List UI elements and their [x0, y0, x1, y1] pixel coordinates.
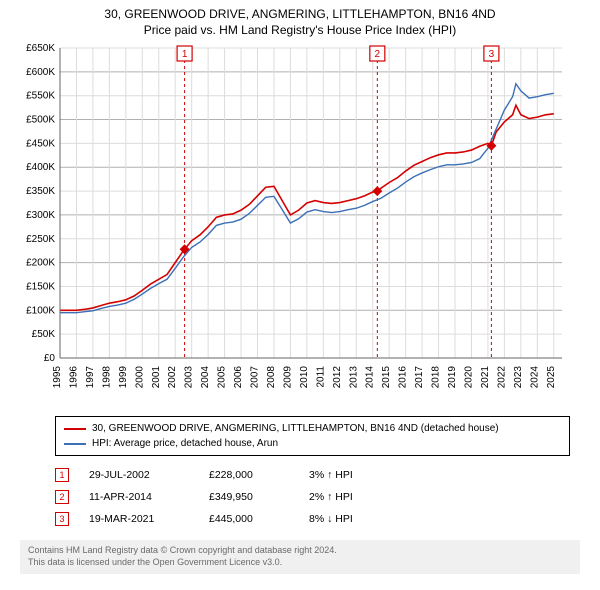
svg-text:2024: 2024	[529, 366, 540, 389]
event-callout-icon: 3	[55, 512, 69, 526]
svg-text:2008: 2008	[266, 366, 277, 389]
event-callout-icon: 2	[55, 490, 69, 504]
svg-text:2020: 2020	[463, 366, 474, 389]
svg-text:1998: 1998	[101, 366, 112, 389]
event-date: 11-APR-2014	[89, 491, 189, 503]
svg-text:2007: 2007	[250, 366, 261, 389]
svg-text:2023: 2023	[513, 366, 524, 389]
svg-text:2017: 2017	[414, 366, 425, 389]
svg-text:£300K: £300K	[26, 210, 55, 221]
svg-text:2000: 2000	[134, 366, 145, 389]
svg-text:2005: 2005	[217, 366, 228, 389]
title-line1: 30, GREENWOOD DRIVE, ANGMERING, LITTLEHA…	[0, 6, 600, 22]
svg-text:2015: 2015	[381, 366, 392, 389]
svg-text:£150K: £150K	[26, 282, 55, 293]
svg-text:£450K: £450K	[26, 139, 55, 150]
svg-text:£250K: £250K	[26, 234, 55, 245]
svg-text:2006: 2006	[233, 366, 244, 389]
svg-text:1: 1	[182, 49, 188, 60]
svg-text:£500K: £500K	[26, 115, 55, 126]
svg-text:2009: 2009	[282, 366, 293, 389]
svg-text:1996: 1996	[68, 366, 79, 389]
event-price: £445,000	[209, 513, 289, 525]
svg-text:£200K: £200K	[26, 258, 55, 269]
footer-line2: This data is licensed under the Open Gov…	[28, 557, 572, 569]
title-line2: Price paid vs. HM Land Registry's House …	[0, 22, 600, 38]
svg-text:2001: 2001	[151, 366, 162, 389]
legend-item: HPI: Average price, detached house, Arun	[64, 436, 561, 451]
svg-text:£600K: £600K	[26, 67, 55, 78]
svg-text:2021: 2021	[480, 366, 491, 389]
svg-text:2011: 2011	[315, 366, 326, 388]
svg-text:£50K: £50K	[32, 330, 56, 341]
svg-text:2022: 2022	[496, 366, 507, 389]
svg-text:1995: 1995	[52, 366, 63, 389]
svg-text:2012: 2012	[332, 366, 343, 389]
svg-text:£650K: £650K	[26, 43, 55, 54]
svg-text:2013: 2013	[348, 366, 359, 389]
svg-text:£550K: £550K	[26, 91, 55, 102]
svg-text:2018: 2018	[431, 366, 442, 389]
event-date: 29-JUL-2002	[89, 469, 189, 481]
title-block: 30, GREENWOOD DRIVE, ANGMERING, LITTLEHA…	[0, 0, 600, 40]
svg-text:2019: 2019	[447, 366, 458, 389]
line-chart-svg: £0 £50K £100K £150K £200K £250K £300K £350K £400…	[10, 40, 570, 410]
event-row: 2 11-APR-2014 £349,950 2% ↑ HPI	[55, 486, 570, 508]
svg-text:3: 3	[489, 49, 495, 60]
svg-text:£400K: £400K	[26, 163, 55, 174]
svg-text:1997: 1997	[85, 366, 96, 389]
event-delta: 3% ↑ HPI	[309, 469, 389, 481]
event-price: £228,000	[209, 469, 289, 481]
footer-line1: Contains HM Land Registry data © Crown c…	[28, 545, 572, 557]
svg-text:£0: £0	[44, 353, 56, 364]
svg-text:2: 2	[375, 49, 381, 60]
legend-label: 30, GREENWOOD DRIVE, ANGMERING, LITTLEHA…	[92, 421, 499, 436]
svg-text:2014: 2014	[365, 366, 376, 389]
events-table: 1 29-JUL-2002 £228,000 3% ↑ HPI 2 11-APR…	[55, 464, 570, 530]
svg-text:2025: 2025	[546, 366, 557, 389]
event-price: £349,950	[209, 491, 289, 503]
event-callout-icon: 1	[55, 468, 69, 482]
footer-attribution: Contains HM Land Registry data © Crown c…	[20, 540, 580, 573]
event-row: 1 29-JUL-2002 £228,000 3% ↑ HPI	[55, 464, 570, 486]
svg-text:1999: 1999	[118, 366, 129, 389]
legend: 30, GREENWOOD DRIVE, ANGMERING, LITTLEHA…	[55, 416, 570, 456]
legend-swatch	[64, 428, 86, 430]
event-date: 19-MAR-2021	[89, 513, 189, 525]
chart-area: £0 £50K £100K £150K £200K £250K £300K £350K £400…	[10, 40, 570, 410]
event-delta: 8% ↓ HPI	[309, 513, 389, 525]
event-row: 3 19-MAR-2021 £445,000 8% ↓ HPI	[55, 508, 570, 530]
legend-item: 30, GREENWOOD DRIVE, ANGMERING, LITTLEHA…	[64, 421, 561, 436]
svg-text:£100K: £100K	[26, 306, 55, 317]
svg-text:2010: 2010	[299, 366, 310, 389]
svg-text:2004: 2004	[200, 366, 211, 389]
chart-container: 30, GREENWOOD DRIVE, ANGMERING, LITTLEHA…	[0, 0, 600, 590]
svg-text:2002: 2002	[167, 366, 178, 389]
legend-swatch	[64, 443, 86, 445]
legend-label: HPI: Average price, detached house, Arun	[92, 436, 278, 451]
event-delta: 2% ↑ HPI	[309, 491, 389, 503]
svg-text:2016: 2016	[398, 366, 409, 389]
svg-text:£350K: £350K	[26, 186, 55, 197]
svg-text:2003: 2003	[184, 366, 195, 389]
